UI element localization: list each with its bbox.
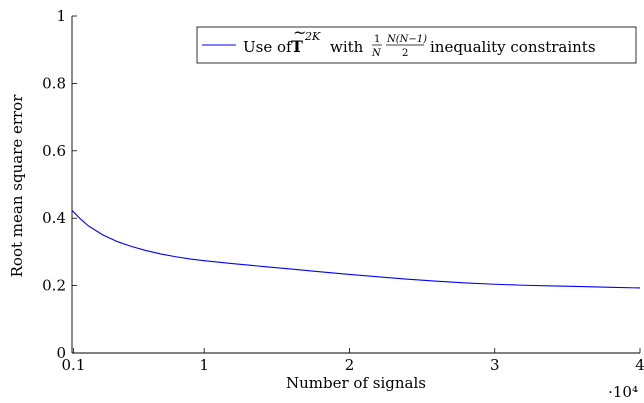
y-tick-label: 0.8: [42, 74, 66, 92]
x-tick-label: 2: [345, 356, 355, 374]
legend-sup-2K: 2K: [304, 30, 321, 43]
legend-T: T: [291, 37, 303, 56]
y-tick-label: 0.2: [42, 277, 66, 295]
x-tick-label: 1: [199, 356, 209, 374]
legend-text-with: with: [330, 38, 364, 56]
x-axis-label: Number of signals: [286, 374, 426, 392]
series-group: [71, 210, 641, 289]
axes: [71, 16, 640, 354]
series-line: [71, 210, 641, 289]
legend-frac-1: 1: [374, 34, 380, 45]
legend-frac-den: 2: [402, 48, 408, 59]
legend-text-constraints: inequality constraints: [430, 38, 596, 56]
y-tick-label: 0.6: [42, 142, 66, 160]
legend-tilde: ~: [293, 23, 306, 42]
x-tick-label: 0.1: [62, 356, 86, 374]
x-tick-label: 4: [635, 356, 644, 374]
x-tick-label: 3: [490, 356, 500, 374]
y-tick-label: 0: [56, 344, 66, 362]
y-axis-label: Root mean square error: [8, 94, 26, 278]
legend-frac-N: N: [371, 48, 382, 59]
y-ticks: 0 0.2 0.4 0.6 0.8 1: [42, 7, 77, 362]
legend-text-use-of: Use of: [243, 38, 293, 56]
legend-entry-text: Use of ~ T 2K with 1 N N(N−1) 2 inequali…: [243, 23, 596, 59]
legend: Use of ~ T 2K with 1 N N(N−1) 2 inequali…: [196, 23, 637, 64]
x-ticks: 0.1 1 2 3 4: [62, 348, 644, 374]
y-tick-label: 0.4: [42, 209, 66, 227]
legend-frac-num: N(N−1): [386, 34, 427, 45]
x-axis-multiplier: ·10⁴: [608, 383, 638, 401]
y-tick-label: 1: [56, 7, 66, 25]
